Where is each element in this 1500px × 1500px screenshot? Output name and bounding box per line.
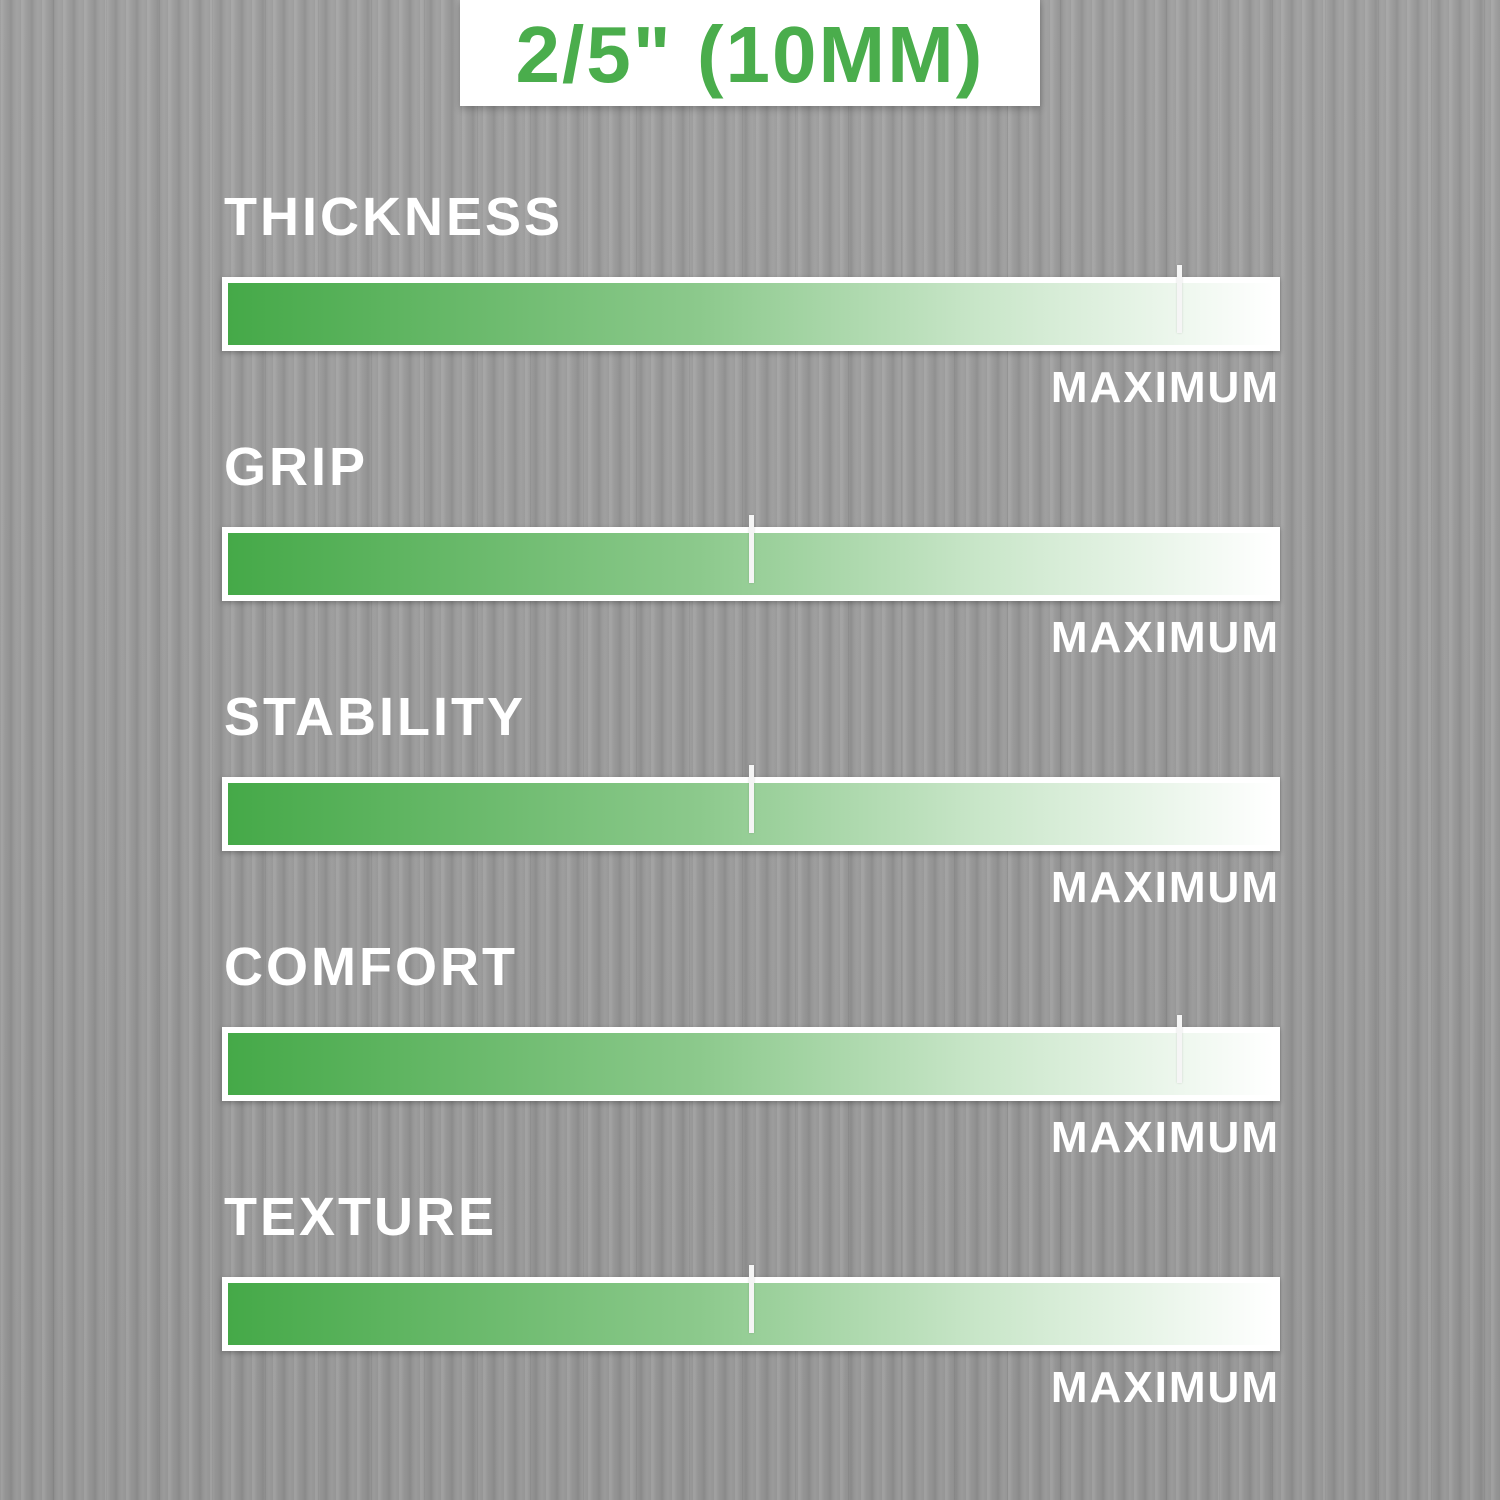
rating-tick-marker [749,1265,754,1333]
maximum-label: MAXIMUM [1050,363,1280,412]
maximum-label: MAXIMUM [1050,1113,1280,1162]
rating-bar-gradient [228,1033,1274,1095]
rating-bar-gradient [228,283,1274,345]
rating-bar [222,1015,1280,1101]
rating-bar [222,515,1280,601]
rating-label: GRIP [224,437,369,497]
rating-row: COMFORT MAXIMUM [0,940,1500,1190]
rating-label: THICKNESS [224,187,564,247]
size-title-box: 2/5" (10MM) [460,0,1040,106]
rating-tick-marker [1177,1015,1183,1083]
maximum-label: MAXIMUM [1050,613,1280,662]
rating-tick-marker [749,765,754,833]
rating-bar [222,265,1280,351]
rating-label: TEXTURE [224,1187,498,1247]
rating-bar [222,765,1280,851]
rating-row: THICKNESS MAXIMUM [0,190,1500,440]
rating-row: GRIP MAXIMUM [0,440,1500,690]
rating-tick-marker [749,515,754,583]
rating-label: STABILITY [224,687,526,747]
maximum-label: MAXIMUM [1050,863,1280,912]
rating-bar [222,1265,1280,1351]
maximum-label: MAXIMUM [1050,1363,1280,1412]
size-title: 2/5" (10MM) [515,10,985,99]
rating-row: STABILITY MAXIMUM [0,690,1500,940]
rating-label: COMFORT [224,937,518,997]
rating-row: TEXTURE MAXIMUM [0,1190,1500,1440]
rating-tick-marker [1177,265,1183,333]
